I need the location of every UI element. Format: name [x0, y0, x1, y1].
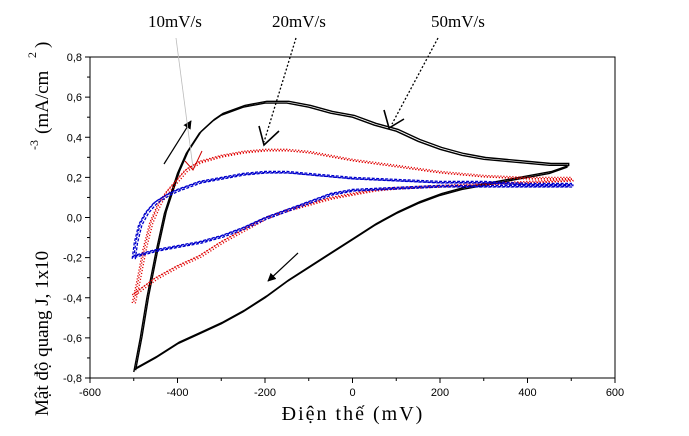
y-tick-label: 0,6 [67, 92, 82, 104]
y-tick-label: 0,8 [67, 52, 82, 64]
annotation-10mv: 10mV/s [148, 12, 202, 31]
x-axis-title: Điện thế (mV) [282, 403, 425, 425]
pointer-10mv [175, 37, 194, 169]
y-tick-label: -0,6 [63, 333, 82, 345]
pointer-50mv-head [383, 109, 405, 130]
y-axis-title-close: ) [32, 42, 53, 48]
annotation-label: 20mV/s [272, 12, 326, 31]
x-tick-label: 0 [349, 387, 355, 399]
x-tick-label: 200 [431, 387, 449, 399]
series-line-red [134, 150, 574, 304]
annotation-50mv: 50mV/s [431, 12, 485, 31]
y-tick-label: 0,0 [67, 213, 82, 225]
pointer-20mv-head [258, 125, 280, 147]
pointer-20mv [263, 37, 297, 143]
annotation-label: 50mV/s [431, 12, 485, 31]
y-axis-title: Mật độ quang J, 1x10 -3 (mA/cm 2 ) [25, 42, 53, 416]
series-line-black [134, 100, 570, 371]
series-layer [131, 100, 574, 373]
x-tick-label: -400 [166, 387, 188, 399]
y-axis-title-main: Mật độ quang J, 1x10 [32, 251, 53, 416]
x-tick-label: 400 [518, 387, 536, 399]
pointer-50mv [391, 37, 439, 125]
series-line-red [133, 148, 572, 302]
x-tick-label: -600 [79, 387, 101, 399]
x-tick-label: 600 [606, 387, 624, 399]
y-axis-title-unit-exponent: 2 [25, 52, 39, 58]
scan-direction-arrow-down [267, 252, 299, 282]
series-line-black [133, 102, 568, 373]
y-axis-title-unit: (mA/cm [32, 70, 53, 134]
y-axis-title-exponent: -3 [27, 140, 41, 150]
axes: -600 -400 -200 0 200 400 600 -0,8 -0,6 -0,4 -0,2 0,… [63, 52, 624, 399]
arrows-layer [163, 37, 439, 282]
y-tick-label: -0,4 [63, 293, 82, 305]
series-line-red [131, 149, 571, 304]
scan-direction-arrow-up [163, 120, 192, 165]
y-tick-label: 0,4 [67, 132, 82, 144]
annotation-label: 10mV/s [148, 12, 202, 31]
x-tick-label: -200 [254, 387, 276, 399]
pointer-10mv-head [184, 150, 203, 171]
y-tick-label: -0,2 [63, 253, 82, 265]
y-tick-label: 0,2 [67, 172, 82, 184]
annotation-20mv: 20mV/s [272, 12, 326, 31]
series-line-blue [131, 171, 571, 259]
y-tick-label: -0,8 [63, 373, 82, 385]
plot-frame [89, 56, 616, 379]
